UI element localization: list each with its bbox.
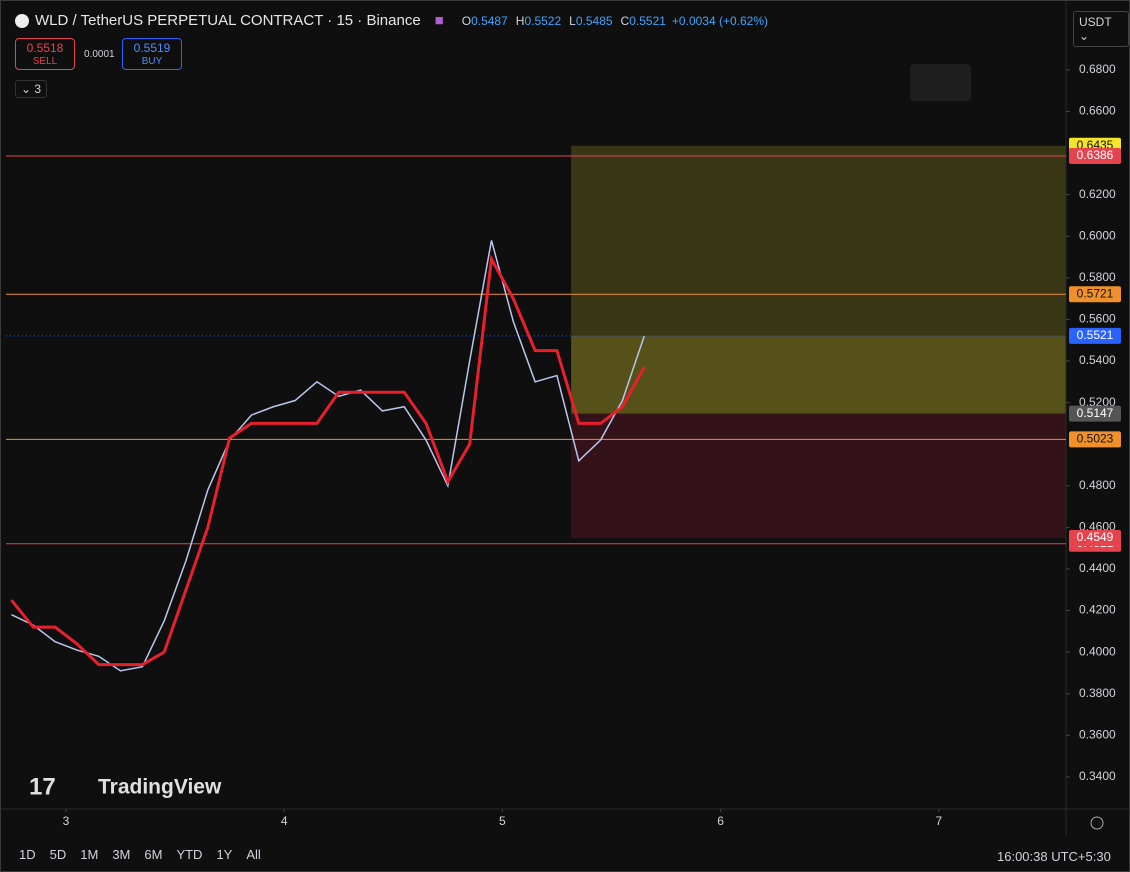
- ohlc-value: 0.5485: [575, 13, 613, 28]
- price-badge-label: 0.5147: [1077, 406, 1114, 420]
- position-zone: [571, 145, 1066, 336]
- y-tick-label: 0.6000: [1079, 228, 1116, 242]
- buy-label: BUY: [141, 56, 163, 67]
- x-tick-label: 3: [63, 814, 70, 828]
- y-tick-label: 0.3800: [1079, 686, 1116, 700]
- price-badge: [1069, 431, 1121, 448]
- y-tick-label: 0.5400: [1079, 353, 1116, 367]
- y-tick-label: 0.6600: [1079, 104, 1116, 118]
- currency: USDT: [1079, 15, 1112, 29]
- ohlc-key: H: [515, 13, 525, 28]
- range-button[interactable]: 5D: [49, 847, 67, 862]
- y-tick-label: 0.4400: [1079, 561, 1116, 575]
- y-tick-label: 0.4200: [1079, 603, 1116, 617]
- y-tick-label: 0.6800: [1079, 62, 1116, 76]
- y-tick-label: 0.4000: [1079, 644, 1116, 658]
- price-badge-label: 0.5023: [1077, 432, 1114, 446]
- y-tick-label: 0.5200: [1079, 395, 1116, 409]
- flag: ■: [434, 12, 444, 29]
- range-bar: 1D 5D 1M 3M 6M YTD 1Y All: [19, 847, 261, 862]
- range-button[interactable]: 6M: [144, 847, 163, 862]
- x-tick-label: 4: [281, 814, 288, 828]
- ohlc-value: 0.5522: [524, 13, 562, 28]
- price-badge: [1069, 405, 1121, 422]
- clock: 16:00:38 UTC+5:30: [997, 849, 1111, 864]
- y-tick-label: 0.5600: [1079, 312, 1116, 326]
- price-badge-label: 0.5721: [1077, 286, 1114, 300]
- buy-button[interactable]: 0.5519 BUY: [122, 38, 182, 70]
- x-tick-label: 6: [717, 814, 724, 828]
- watermark-logo: 17: [29, 773, 56, 800]
- range-button[interactable]: YTD: [176, 847, 203, 862]
- range-button[interactable]: 1M: [80, 847, 99, 862]
- range-button[interactable]: 3M: [112, 847, 131, 862]
- y-tick-label: 0.3600: [1079, 727, 1116, 741]
- logo: [15, 13, 29, 28]
- price-badge-label: 0.6386: [1077, 148, 1114, 162]
- ohlc-key: C: [620, 13, 630, 28]
- header: WLD / TetherUS PERPETUAL CONTRACT · 15 ·…: [15, 12, 768, 29]
- ohlc-key: O: [461, 13, 472, 28]
- symbol-title: WLD / TetherUS PERPETUAL CONTRACT · 15 ·…: [35, 12, 421, 29]
- x-tick-label: 5: [499, 814, 506, 828]
- chart: TradingView 17 3 4 5 6 7 0.6800 0.6600 0.6200 0.…: [1, 1, 1129, 836]
- y-tick-label: 0.4800: [1079, 478, 1116, 492]
- y-tick-label: 0.3400: [1079, 769, 1116, 783]
- settings-icon[interactable]: [1090, 816, 1104, 830]
- indicator-toggle[interactable]: ⌄ 3: [15, 80, 48, 98]
- position-zone: [571, 413, 1066, 538]
- price-badge: [1069, 147, 1121, 164]
- price-badge: [1069, 529, 1121, 546]
- y-tick-label: 0.5800: [1079, 270, 1116, 284]
- sell-label: SELL: [32, 56, 58, 67]
- trend-line: [10, 254, 646, 667]
- buy-price: 0.5519: [133, 41, 171, 55]
- currency-select[interactable]: USDT ⌄: [1073, 11, 1129, 47]
- position-zone: [571, 335, 1066, 414]
- ohlc-value: 0.5521: [629, 13, 666, 28]
- ohlc-item: L0.5485: [569, 14, 612, 28]
- ohlc: O0.5487 H0.5522 L0.5485 C0.5521: [462, 14, 666, 28]
- price-badge-label: 0.4549: [1077, 530, 1114, 544]
- spread: 0.0001: [84, 49, 115, 60]
- draw-toolbar[interactable]: [910, 64, 971, 101]
- change: +0.0034 (+0.62%): [671, 13, 768, 28]
- range-button[interactable]: All: [246, 847, 261, 862]
- price-badge: [1069, 327, 1121, 344]
- y-tick-label: 0.6200: [1079, 187, 1116, 201]
- ohlc-item: O0.5487: [462, 14, 508, 28]
- range-button[interactable]: 1Y: [216, 847, 233, 862]
- sell-price: 0.5518: [26, 41, 64, 55]
- price-line: [11, 240, 645, 672]
- price-badge-label: 0.5521: [1077, 328, 1114, 342]
- ohlc-key: L: [569, 13, 576, 28]
- range-button[interactable]: 1D: [19, 847, 36, 862]
- watermark: TradingView: [98, 776, 222, 799]
- x-tick-label: 7: [935, 814, 942, 828]
- ohlc-item: C0.5521: [621, 14, 666, 28]
- ohlc-value: 0.5487: [471, 13, 508, 28]
- indicator-count: 3: [34, 82, 42, 96]
- ohlc-item: H0.5522: [516, 14, 561, 28]
- sell-button[interactable]: 0.5518 SELL: [15, 38, 75, 70]
- price-badge: [1069, 286, 1121, 303]
